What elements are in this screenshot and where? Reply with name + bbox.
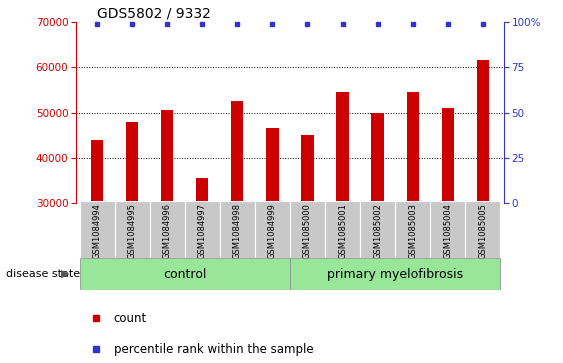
Text: control: control [163, 268, 207, 281]
Bar [185, 201, 220, 258]
Text: percentile rank within the sample: percentile rank within the sample [114, 343, 314, 356]
Bar [301, 135, 314, 203]
Bar [79, 201, 115, 258]
Text: primary myelofibrosis: primary myelofibrosis [327, 268, 463, 281]
Text: GDS5802 / 9332: GDS5802 / 9332 [97, 7, 211, 21]
Bar [406, 92, 419, 203]
Bar [372, 113, 384, 203]
Text: GSM1085001: GSM1085001 [338, 203, 347, 259]
Bar [150, 201, 185, 258]
Text: GSM1084995: GSM1084995 [128, 203, 137, 259]
Bar [325, 201, 360, 258]
Bar [231, 101, 243, 203]
Bar [266, 129, 279, 203]
Bar [290, 258, 501, 290]
Text: GSM1085000: GSM1085000 [303, 203, 312, 259]
Bar [290, 201, 325, 258]
Bar [441, 108, 454, 203]
Bar [255, 201, 290, 258]
Text: GSM1084997: GSM1084997 [198, 203, 207, 259]
Bar [430, 201, 465, 258]
Bar [196, 178, 208, 203]
Text: GSM1084998: GSM1084998 [233, 203, 242, 259]
Bar [477, 60, 489, 203]
Bar [79, 258, 290, 290]
Text: GSM1084994: GSM1084994 [92, 203, 101, 259]
Bar [465, 201, 501, 258]
Text: ▶: ▶ [60, 269, 69, 279]
Text: GSM1085002: GSM1085002 [373, 203, 382, 259]
Bar [220, 201, 255, 258]
Bar [126, 122, 138, 203]
Text: GSM1085003: GSM1085003 [408, 203, 417, 259]
Bar [360, 201, 395, 258]
Bar [91, 140, 103, 203]
Bar [395, 201, 430, 258]
Text: GSM1085005: GSM1085005 [479, 203, 488, 259]
Text: GSM1084996: GSM1084996 [163, 203, 172, 259]
Text: GSM1084999: GSM1084999 [268, 203, 277, 259]
Bar [337, 92, 348, 203]
Text: count: count [114, 312, 147, 325]
Text: GSM1085004: GSM1085004 [443, 203, 452, 259]
Text: disease state: disease state [6, 269, 80, 279]
Bar [161, 110, 173, 203]
Bar [115, 201, 150, 258]
